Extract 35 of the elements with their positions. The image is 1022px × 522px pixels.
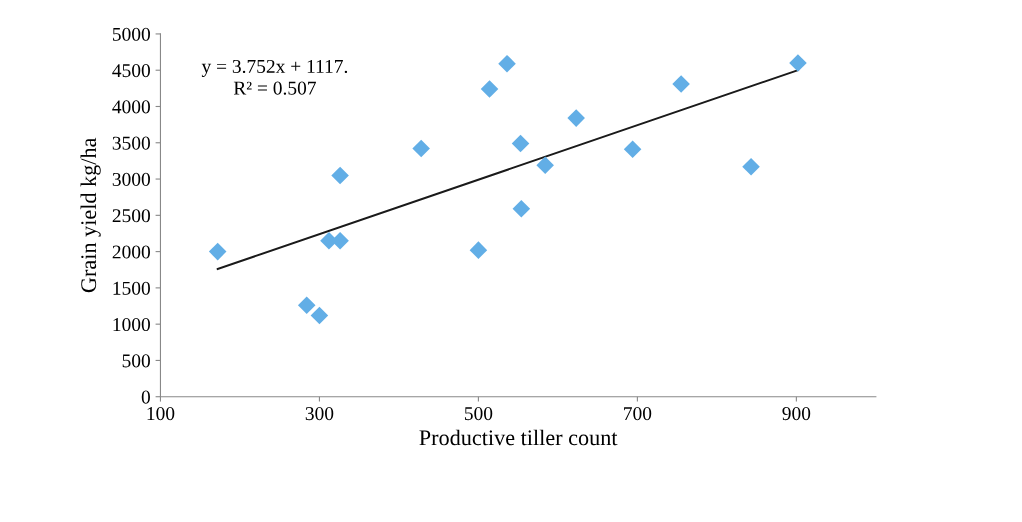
point xyxy=(208,242,227,261)
point xyxy=(511,134,530,153)
point xyxy=(672,75,690,93)
point xyxy=(297,296,316,315)
y-tick-label: 0 xyxy=(141,390,150,404)
annotation: y = 3.752x + 1117. R² = 0.507 xyxy=(201,59,348,95)
point xyxy=(536,156,554,175)
y-tick-label: 3000 xyxy=(112,172,150,186)
point xyxy=(331,166,349,185)
point xyxy=(310,306,329,325)
x-axis-title: Productive tiller count xyxy=(419,429,618,446)
point xyxy=(567,109,585,127)
y-axis-title: Grain yield kg/ha xyxy=(80,137,101,293)
y-tick-label: 2000 xyxy=(112,245,150,259)
x-tick-label: 300 xyxy=(305,407,334,421)
y-tick-label: 2500 xyxy=(112,209,150,223)
point xyxy=(412,139,430,158)
y-tick-label: 500 xyxy=(122,354,150,368)
point xyxy=(623,140,642,159)
y-tick-label: 4000 xyxy=(112,100,150,114)
point xyxy=(480,80,499,98)
y-tick-label: 4500 xyxy=(112,64,150,78)
point xyxy=(498,54,516,73)
y-tick-label: 1000 xyxy=(113,317,150,332)
point xyxy=(742,157,760,176)
y-tick-label: 3500 xyxy=(112,136,150,150)
x-tick-label: 500 xyxy=(464,407,493,421)
y-tick-label: 5000 xyxy=(112,27,150,41)
y-tick-label: 1500 xyxy=(113,281,150,295)
x-tick-label: 100 xyxy=(147,407,175,421)
point xyxy=(789,54,807,72)
x-tick-label: 900 xyxy=(782,407,811,421)
point xyxy=(469,241,488,259)
point xyxy=(512,200,531,218)
x-tick-label: 700 xyxy=(624,407,652,421)
